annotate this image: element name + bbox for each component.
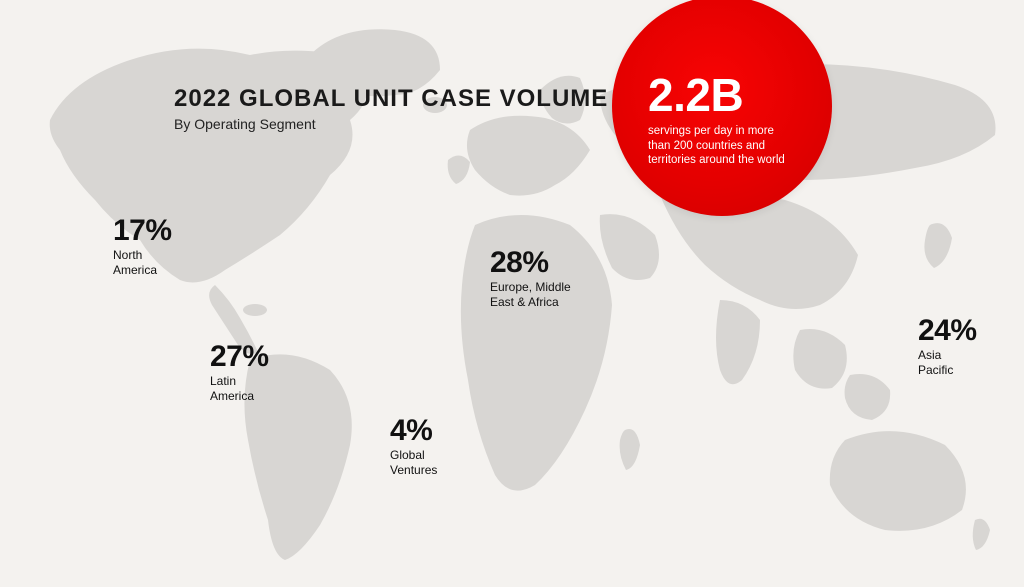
- chart-subtitle: By Operating Segment: [174, 116, 316, 132]
- region-pct: 17%: [113, 216, 172, 246]
- region-label: AsiaPacific: [918, 348, 977, 378]
- region-pct: 28%: [490, 248, 571, 278]
- region-label: GlobalVentures: [390, 448, 437, 478]
- region-emea: 28%Europe, MiddleEast & Africa: [490, 248, 571, 310]
- region-north-america: 17%NorthAmerica: [113, 216, 172, 278]
- region-global-ventures: 4%GlobalVentures: [390, 416, 437, 478]
- region-label: NorthAmerica: [113, 248, 172, 278]
- callout-value: 2.2B: [648, 72, 743, 118]
- region-asia-pacific: 24%AsiaPacific: [918, 316, 977, 378]
- chart-title: 2022 GLOBAL UNIT CASE VOLUME MIX: [174, 85, 662, 113]
- stat-callout: 2.2B servings per day in more than 200 c…: [612, 0, 832, 216]
- region-pct: 4%: [390, 416, 437, 446]
- region-pct: 27%: [210, 342, 269, 372]
- region-label: Europe, MiddleEast & Africa: [490, 280, 571, 310]
- callout-description: servings per day in more than 200 countr…: [648, 124, 796, 169]
- region-label: LatinAmerica: [210, 374, 269, 404]
- region-pct: 24%: [918, 316, 977, 346]
- region-latin-america: 27%LatinAmerica: [210, 342, 269, 404]
